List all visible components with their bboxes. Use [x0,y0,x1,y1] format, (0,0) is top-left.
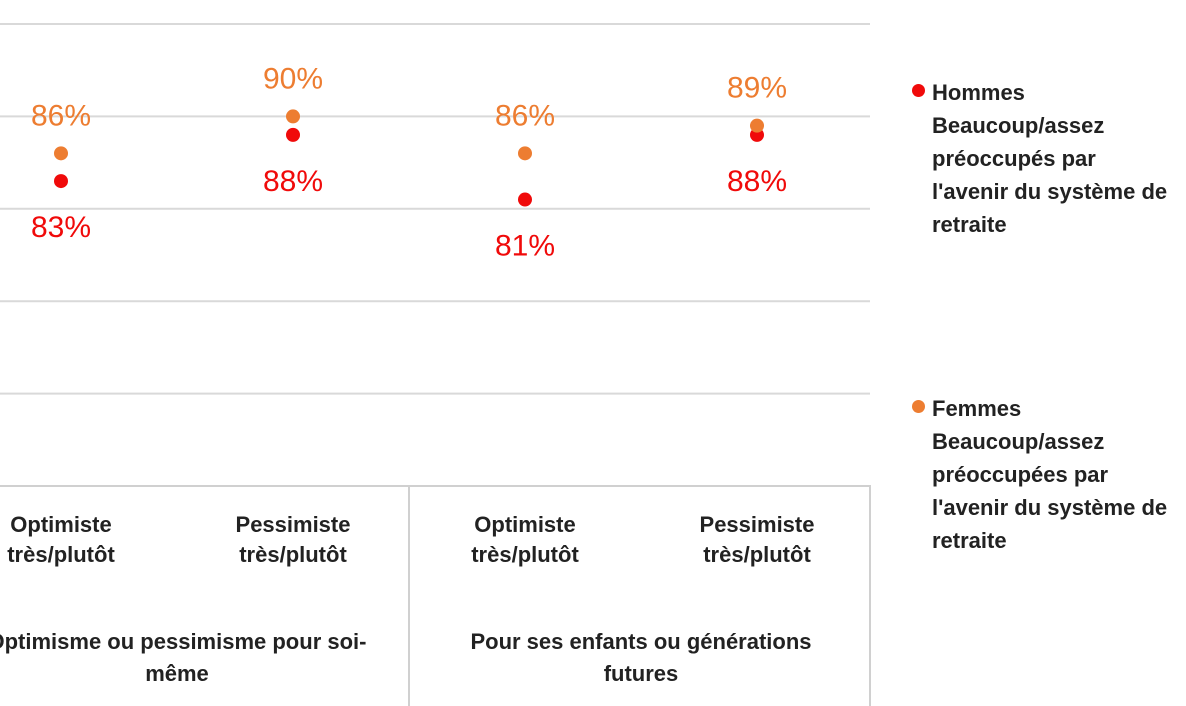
group-label: Pour ses enfants ou générations futures [470,629,812,686]
data-label: 88% [263,165,323,198]
data-point [54,146,68,161]
data-point [518,146,532,161]
category-table [0,485,871,706]
group-label: Optimisme ou pessimisme pour soi-même [0,629,367,686]
category-label: Optimiste très/plutôt [7,512,115,567]
legend-label: Hommes Beaucoup/assez préoccupés par l'a… [932,80,1168,237]
category-label: Optimiste très/plutôt [471,512,579,567]
data-label: 81% [495,229,555,262]
data-point [518,192,532,207]
data-label: 89% [727,72,787,105]
data-label: 86% [495,99,555,132]
category-label: Pessimiste très/plutôt [699,512,815,567]
legend-marker [912,84,925,97]
data-point [750,118,764,133]
data-label: 90% [263,62,323,95]
data-label: 86% [31,99,91,132]
data-label: 88% [727,165,787,198]
legend-label: Femmes Beaucoup/assez préoccupées par l'… [932,396,1168,553]
data-label: 83% [31,211,91,244]
data-point [54,174,68,189]
data-point [286,109,300,124]
legend-item: Hommes Beaucoup/assez préoccupés par l'a… [912,76,1182,241]
category-label: Pessimiste très/plutôt [235,512,351,567]
legend-marker [912,400,925,413]
legend-item: Femmes Beaucoup/assez préoccupées par l'… [912,392,1182,557]
data-point [286,127,300,142]
